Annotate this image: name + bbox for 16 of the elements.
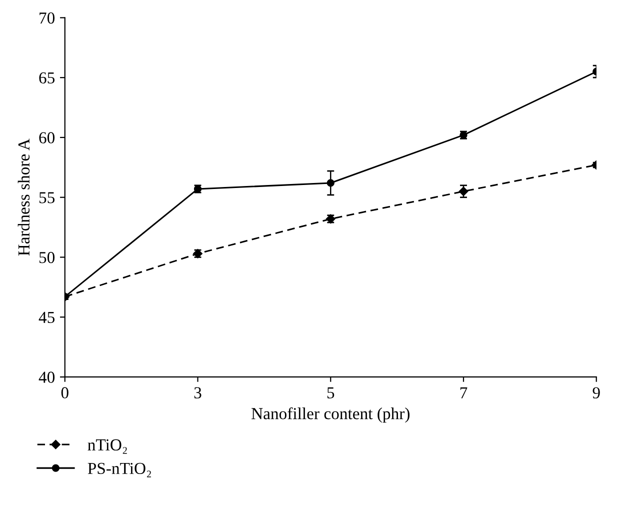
x-tick-label: 7 [460, 387, 468, 398]
x-tick-label: 3 [194, 387, 202, 398]
y-tick-label: 65 [39, 72, 55, 84]
y-tick-label: 70 [40, 12, 55, 24]
y-tick-label: 55 [39, 192, 55, 204]
legend-label: nTiO₂ [88, 439, 127, 454]
y-tick-label: 40 [38, 372, 55, 383]
y-tick-label: 45 [38, 312, 55, 324]
x-axis-title: Nanofiller content (phr) [252, 407, 410, 423]
x-tick-label: 0 [61, 387, 68, 398]
x-tick-label: 9 [592, 387, 600, 398]
y-axis-title: Hardness shore A [18, 138, 30, 256]
x-tick-label: 5 [327, 387, 334, 398]
y-tick-label: 60 [39, 132, 55, 144]
y-tick-label: 50 [39, 252, 55, 264]
legend-label: PS-nTiO₂ [88, 462, 151, 478]
